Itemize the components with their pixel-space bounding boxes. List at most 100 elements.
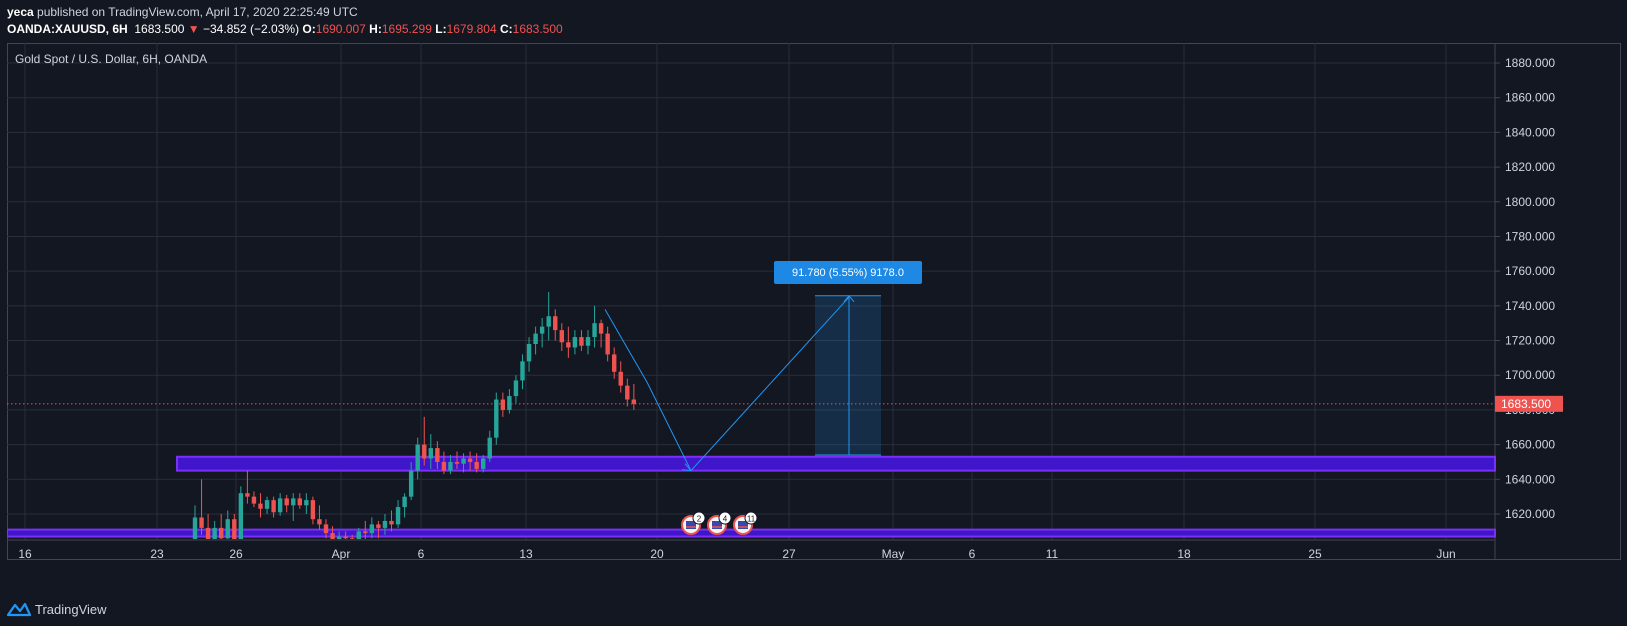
candle-body (369, 524, 375, 534)
price-axis[interactable]: 1620.0001640.0001660.0001680.0001700.000… (1495, 56, 1563, 521)
us-flag-event-icon[interactable]: 11 (733, 511, 758, 535)
candle-body (579, 337, 584, 346)
close-value: 1683.500 (512, 22, 563, 36)
candle-body (533, 333, 538, 345)
candle-body (219, 527, 224, 539)
candle-body (212, 527, 217, 539)
time-tick-label: 6 (969, 547, 976, 560)
price-range-label-box (774, 261, 922, 284)
last-price: 1683.500 (134, 22, 185, 36)
time-tick-label: Apr (332, 547, 351, 560)
candle-body (192, 517, 198, 539)
time-tick-label: 26 (229, 547, 243, 560)
candle-body (513, 380, 519, 397)
candle-body (474, 461, 479, 469)
price-tick-label: 1860.000 (1505, 91, 1555, 105)
candle-body (225, 519, 230, 539)
price-tick-label: 1780.000 (1505, 229, 1555, 243)
candle-body (448, 461, 453, 471)
price-tick-label: 1740.000 (1505, 299, 1555, 313)
count-bubble (692, 511, 706, 525)
candle-body (245, 493, 250, 497)
us-flag-event-icon[interactable]: 2 (681, 511, 706, 535)
price-tick-label: 1800.000 (1505, 195, 1555, 209)
candle-body (566, 342, 571, 348)
price-tick-label: 1880.000 (1505, 56, 1555, 70)
candle-body (310, 500, 316, 520)
candle-body (428, 448, 433, 459)
arrowhead-up (843, 295, 855, 303)
candle-body (251, 496, 257, 504)
candle-body (507, 396, 512, 410)
tradingview-logo[interactable]: TradingView (7, 600, 107, 618)
candle-body (277, 498, 283, 513)
candle-body (625, 385, 630, 400)
candle-body (422, 444, 427, 459)
price-tick-label: 1760.000 (1505, 264, 1555, 278)
time-tick-label: 13 (519, 547, 533, 560)
symbol-label[interactable]: OANDA:XAUUSD, 6H (7, 22, 128, 36)
tradingview-brand: TradingView (35, 601, 107, 617)
candle-body (271, 500, 276, 513)
candle-body (264, 500, 270, 509)
open-label: O: (302, 22, 316, 36)
price-tick-label: 1640.000 (1505, 472, 1555, 486)
price-tick-label: 1720.000 (1505, 334, 1555, 348)
projection-arrow (604, 296, 850, 472)
candle-body (494, 399, 499, 438)
price-tick-label: 1700.000 (1505, 368, 1555, 382)
price-tick-label: 1620.000 (1505, 507, 1555, 521)
candle-body (526, 344, 532, 362)
candle-body (454, 461, 460, 464)
candle-body (284, 498, 289, 506)
candle-body (408, 470, 414, 497)
chart-frame[interactable]: 91.780 (5.55%) 9178.0 1620.000 1640.000 16… (6, 43, 1621, 561)
time-axis[interactable]: 16 23 26 Apr 6 13 20 27 May 6 11 18 25 Jun (18, 547, 1455, 561)
candle-body (553, 316, 558, 331)
price-tick-label: 1840.000 (1505, 125, 1555, 139)
candle-body (395, 507, 401, 525)
price-tick-label: 1660.000 (1505, 438, 1555, 452)
candle-body (435, 448, 440, 462)
count-bubble (718, 511, 732, 525)
drawings[interactable]: 91.780 (5.55%) 9178.0 (7, 261, 1493, 472)
candle-body (291, 498, 296, 506)
time-tick-label: 6 (418, 547, 425, 560)
flag-canton (686, 521, 696, 529)
candle-body (487, 437, 492, 459)
candle-body (467, 458, 473, 462)
low-label: L: (435, 22, 447, 36)
price-chart[interactable]: 91.780 (5.55%) 9178.0 1620.000 1640.000 16… (6, 43, 1621, 561)
symbol-info-bar: OANDA:XAUUSD, 6H 1683.500 ▼ −34.852 (−2.… (7, 22, 563, 36)
count-bubble (744, 511, 758, 525)
candle-body (382, 520, 388, 528)
candle-body (520, 361, 525, 381)
candle-body (500, 399, 506, 410)
publication-info: yeca published on TradingView.com, April… (7, 5, 358, 19)
last-price-badge (1495, 395, 1563, 412)
candle-body (304, 500, 309, 506)
time-tick-label: 16 (18, 547, 32, 560)
price-change: −34.852 (−2.03%) (203, 22, 300, 36)
candle-body (631, 399, 637, 404)
candle-body (441, 461, 447, 471)
candle-body (199, 517, 204, 528)
candle-body (297, 498, 302, 506)
candle-body (232, 519, 237, 539)
time-tick-label: Jun (1436, 547, 1455, 560)
us-flag-event-icon[interactable]: 4 (707, 511, 732, 535)
candle-body (618, 371, 623, 386)
open-value: 1690.007 (315, 22, 366, 36)
close-label: C: (499, 22, 513, 36)
candle-body (605, 333, 610, 355)
time-tick-label: 23 (150, 547, 164, 560)
low-value: 1679.804 (446, 22, 497, 36)
support-zones[interactable] (6, 455, 1496, 538)
event-count: 11 (747, 515, 756, 524)
candle-body (402, 496, 407, 508)
candle-body (546, 316, 551, 327)
author-name[interactable]: yeca (7, 5, 34, 19)
event-badges[interactable]: 2 4 11 (681, 511, 758, 535)
candle-body (572, 337, 578, 348)
price-range-label: 91.780 (5.55%) 9178.0 (792, 267, 904, 279)
